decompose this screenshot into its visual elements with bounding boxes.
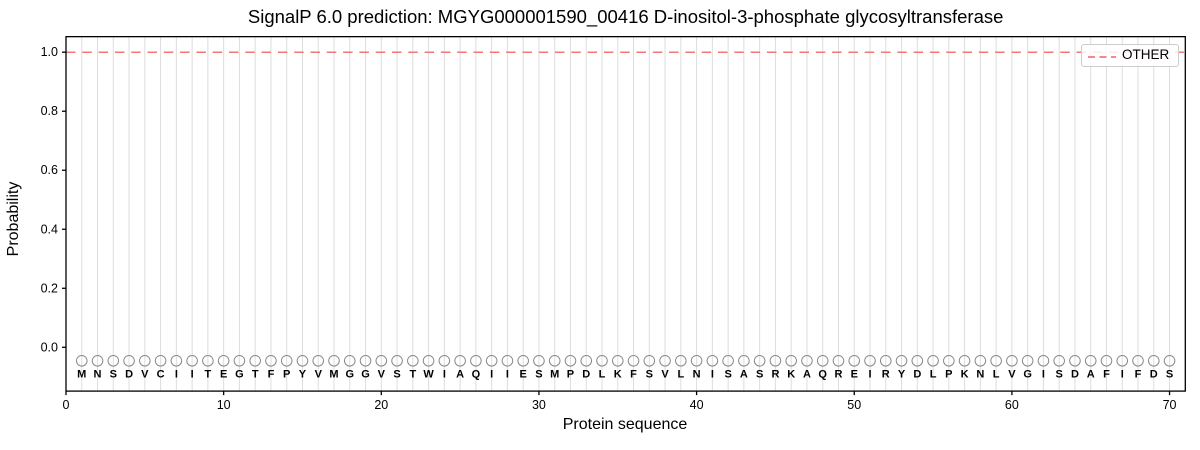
svg-text:A: A: [1087, 369, 1095, 381]
svg-text:60: 60: [1005, 398, 1019, 412]
svg-text:M: M: [329, 369, 338, 381]
svg-text:V: V: [1008, 369, 1016, 381]
svg-text:T: T: [205, 369, 212, 381]
svg-text:S: S: [1166, 369, 1173, 381]
svg-text:50: 50: [847, 398, 861, 412]
svg-text:S: S: [724, 369, 731, 381]
svg-text:L: L: [599, 369, 606, 381]
svg-text:0: 0: [63, 398, 70, 412]
svg-text:I: I: [711, 369, 714, 381]
svg-text:S: S: [110, 369, 117, 381]
svg-text:L: L: [993, 369, 1000, 381]
svg-text:F: F: [1103, 369, 1110, 381]
svg-text:G: G: [1023, 369, 1032, 381]
svg-text:S: S: [1056, 369, 1063, 381]
svg-text:N: N: [94, 369, 102, 381]
svg-text:I: I: [175, 369, 178, 381]
svg-text:I: I: [490, 369, 493, 381]
svg-text:D: D: [1071, 369, 1079, 381]
svg-text:D: D: [1150, 369, 1158, 381]
svg-text:I: I: [191, 369, 194, 381]
svg-text:0.0: 0.0: [41, 340, 58, 354]
svg-text:P: P: [567, 369, 574, 381]
svg-text:L: L: [930, 369, 937, 381]
svg-text:70: 70: [1163, 398, 1177, 412]
svg-text:10: 10: [217, 398, 231, 412]
svg-text:Q: Q: [818, 369, 827, 381]
svg-text:E: E: [220, 369, 227, 381]
svg-text:I: I: [868, 369, 871, 381]
svg-text:20: 20: [374, 398, 388, 412]
svg-text:K: K: [961, 369, 969, 381]
svg-text:V: V: [141, 369, 149, 381]
svg-text:I: I: [443, 369, 446, 381]
svg-text:W: W: [423, 369, 434, 381]
svg-text:F: F: [268, 369, 275, 381]
svg-text:N: N: [693, 369, 701, 381]
svg-text:0.8: 0.8: [41, 104, 58, 118]
svg-text:G: G: [361, 369, 370, 381]
svg-text:K: K: [787, 369, 795, 381]
svg-text:E: E: [520, 369, 527, 381]
svg-text:K: K: [614, 369, 622, 381]
svg-text:V: V: [315, 369, 323, 381]
svg-text:0.6: 0.6: [41, 163, 58, 177]
svg-text:S: S: [535, 369, 542, 381]
svg-text:A: A: [456, 369, 464, 381]
svg-text:R: R: [771, 369, 779, 381]
svg-text:D: D: [913, 369, 921, 381]
svg-text:C: C: [157, 369, 165, 381]
svg-text:S: S: [646, 369, 653, 381]
svg-text:G: G: [235, 369, 244, 381]
svg-text:30: 30: [532, 398, 546, 412]
svg-text:S: S: [756, 369, 763, 381]
svg-text:A: A: [740, 369, 748, 381]
svg-text:R: R: [882, 369, 890, 381]
svg-text:F: F: [1135, 369, 1142, 381]
svg-text:Y: Y: [898, 369, 906, 381]
svg-text:0.2: 0.2: [41, 281, 58, 295]
svg-text:E: E: [851, 369, 858, 381]
svg-text:N: N: [976, 369, 984, 381]
svg-text:0.4: 0.4: [41, 222, 58, 236]
svg-text:M: M: [550, 369, 559, 381]
svg-text:D: D: [582, 369, 590, 381]
svg-text:T: T: [409, 369, 416, 381]
svg-text:R: R: [834, 369, 842, 381]
svg-text:P: P: [945, 369, 952, 381]
svg-text:D: D: [125, 369, 133, 381]
svg-text:I: I: [1042, 369, 1045, 381]
svg-text:F: F: [630, 369, 637, 381]
svg-text:Y: Y: [299, 369, 307, 381]
svg-text:A: A: [803, 369, 811, 381]
svg-text:L: L: [677, 369, 684, 381]
svg-text:I: I: [506, 369, 509, 381]
svg-text:P: P: [283, 369, 290, 381]
svg-text:40: 40: [690, 398, 704, 412]
svg-text:G: G: [345, 369, 354, 381]
svg-text:V: V: [378, 369, 386, 381]
svg-text:T: T: [252, 369, 259, 381]
svg-text:Q: Q: [472, 369, 481, 381]
svg-text:M: M: [77, 369, 86, 381]
svg-text:1.0: 1.0: [41, 45, 58, 59]
svg-text:V: V: [661, 369, 669, 381]
svg-text:S: S: [393, 369, 400, 381]
svg-text:I: I: [1121, 369, 1124, 381]
